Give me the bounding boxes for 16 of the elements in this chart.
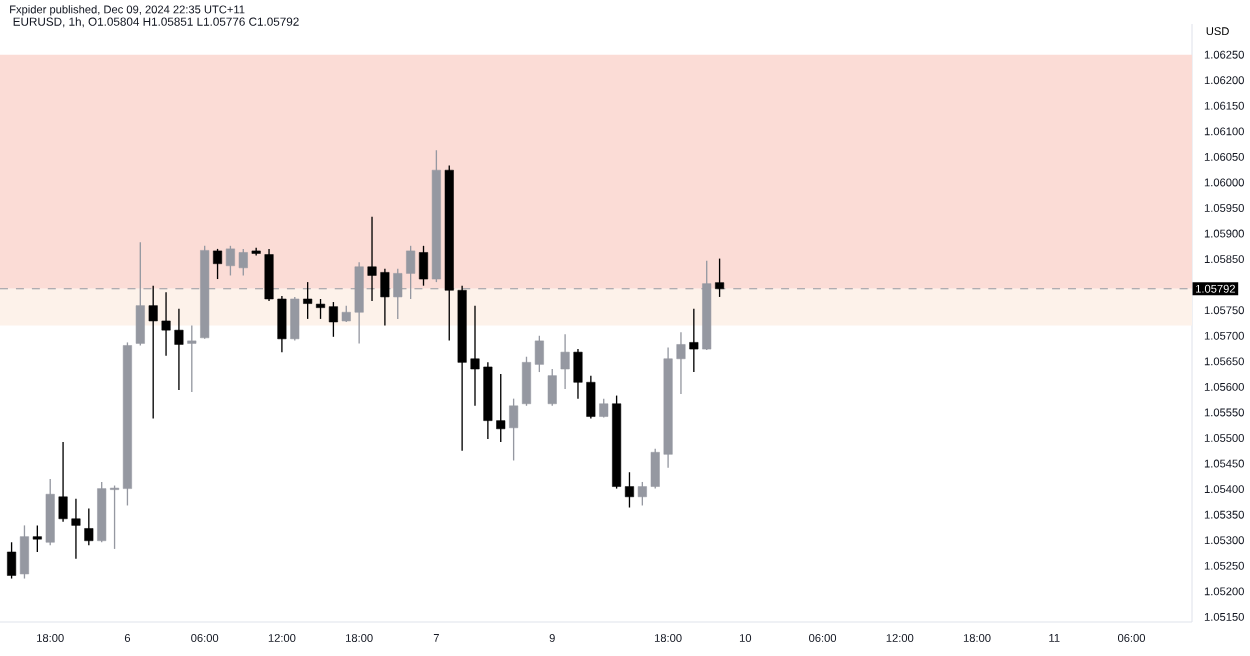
candlestick	[715, 257, 725, 298]
candlestick	[689, 308, 699, 373]
candlestick	[7, 541, 17, 580]
candlestick	[290, 296, 300, 342]
candlestick	[624, 471, 634, 509]
candlestick	[599, 397, 609, 419]
candlestick	[547, 368, 557, 407]
candlestick	[328, 301, 338, 338]
candlestick	[19, 524, 29, 580]
candlestick	[84, 507, 94, 546]
candlestick	[418, 245, 429, 287]
candlestick	[187, 324, 197, 393]
candlestick	[32, 524, 42, 553]
candlestick	[509, 397, 519, 462]
candlestick	[560, 333, 570, 390]
candlestick	[213, 248, 223, 280]
